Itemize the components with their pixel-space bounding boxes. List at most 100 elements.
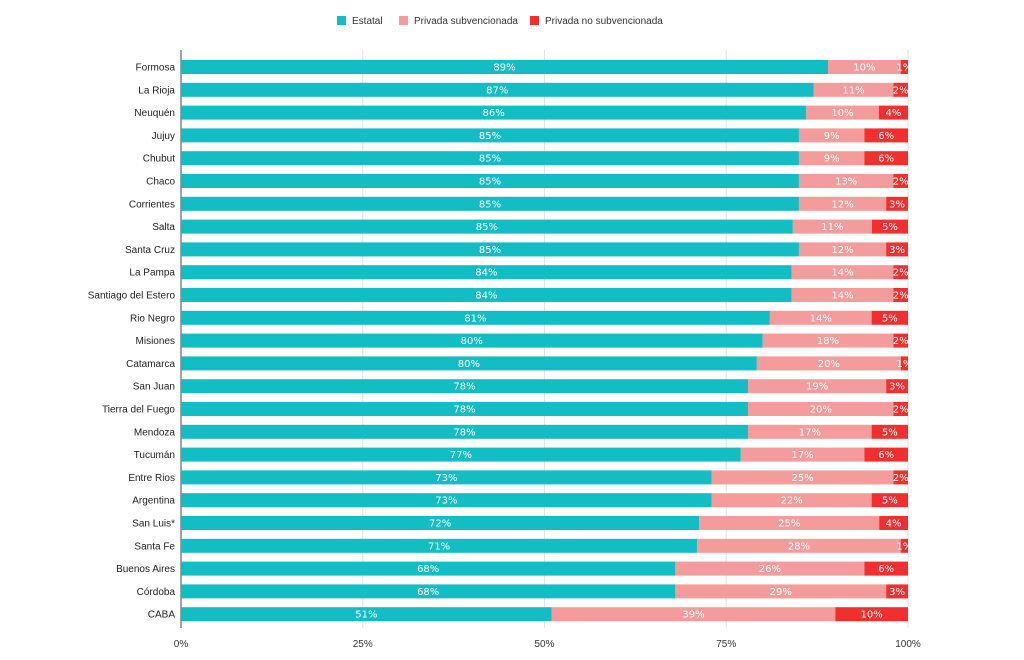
bar-11-0	[181, 310, 770, 325]
data-label-4-1: 9%	[824, 154, 840, 165]
x-tick-3: 75%	[716, 639, 736, 650]
category-label-10: Santiago del Estero	[88, 291, 176, 302]
data-label-13-1: 20%	[818, 359, 840, 370]
data-label-16-2: 5%	[882, 427, 898, 438]
legend: Estatal Privada subvencionada Privada no s…	[337, 16, 663, 27]
data-label-17-2: 6%	[878, 450, 894, 461]
data-label-0-1: 10%	[853, 63, 875, 74]
data-label-22-0: 68%	[417, 564, 439, 575]
bar-9-2	[893, 265, 908, 280]
category-label-4: Chubut	[143, 154, 175, 165]
bar-9-0	[181, 265, 792, 280]
data-label-20-1: 25%	[778, 519, 800, 530]
data-label-11-2: 5%	[882, 313, 898, 324]
bar-8-2	[886, 242, 908, 257]
data-label-2-2: 4%	[886, 108, 902, 119]
bar-4-2	[864, 151, 908, 166]
x-tick-2: 50%	[534, 639, 554, 650]
bar-19-1	[711, 493, 872, 508]
data-label-10-2: 2%	[893, 291, 909, 302]
bar-2-2	[878, 105, 908, 120]
data-label-22-1: 26%	[759, 564, 781, 575]
bar-9-1	[791, 265, 894, 280]
data-label-0-2: 1%	[896, 63, 912, 74]
data-label-14-2: 3%	[889, 382, 905, 393]
bar-6-1	[798, 196, 887, 211]
bar-7-2	[872, 219, 908, 234]
data-label-6-0: 85%	[479, 199, 501, 210]
category-label-17: Tucumán	[134, 450, 175, 461]
bar-16-0	[181, 424, 749, 439]
bar-8-1	[798, 242, 887, 257]
data-label-2-1: 10%	[831, 108, 853, 119]
bar-19-0	[181, 493, 712, 508]
data-label-4-0: 85%	[479, 154, 501, 165]
data-label-1-0: 87%	[486, 85, 508, 96]
data-label-15-2: 2%	[893, 405, 909, 416]
data-label-13-2: 1%	[896, 359, 912, 370]
bar-7-0	[181, 219, 793, 234]
bar-23-1	[675, 584, 887, 599]
x-tick-0: 0%	[174, 639, 189, 650]
data-label-7-1: 11%	[821, 222, 843, 233]
category-label-3: Jujuy	[152, 131, 175, 142]
data-label-23-2: 3%	[889, 587, 905, 598]
bar-6-0	[181, 196, 799, 211]
data-label-20-2: 4%	[886, 519, 902, 530]
data-label-16-1: 17%	[799, 427, 821, 438]
category-label-7: Salta	[152, 222, 175, 233]
data-label-11-0: 81%	[464, 313, 486, 324]
bar-2-1	[806, 105, 879, 120]
data-label-23-1: 29%	[770, 587, 792, 598]
category-label-0: Formosa	[136, 63, 176, 74]
data-label-24-2: 10%	[861, 610, 883, 621]
bar-8-0	[181, 242, 799, 257]
x-tick-4: 100%	[895, 639, 921, 650]
bar-11-1	[769, 310, 872, 325]
data-label-12-1: 18%	[817, 336, 839, 347]
data-label-14-1: 19%	[806, 382, 828, 393]
bar-24-0	[181, 607, 552, 622]
data-label-8-2: 3%	[889, 245, 905, 256]
data-label-6-2: 3%	[889, 199, 905, 210]
data-label-3-1: 9%	[824, 131, 840, 142]
bar-23-0	[181, 584, 676, 599]
bar-17-2	[864, 447, 908, 462]
bar-21-0	[181, 538, 698, 553]
bar-5-0	[181, 174, 799, 188]
data-label-7-0: 85%	[476, 222, 498, 233]
data-label-13-0: 80%	[458, 359, 480, 370]
data-label-21-2: 1%	[896, 541, 912, 552]
legend-swatch-2	[530, 16, 539, 25]
data-label-14-0: 78%	[453, 382, 475, 393]
bar-12-0	[181, 333, 763, 348]
category-labels: Formosa La Rioja Neuquén Jujuy Chubut Chaco Co…	[88, 63, 176, 621]
bar-18-1	[711, 470, 894, 485]
bar-20-2	[879, 516, 908, 530]
bar-22-2	[864, 561, 908, 576]
bar-10-0	[181, 288, 792, 302]
legend-swatch-0	[337, 16, 346, 25]
data-label-18-2: 2%	[893, 473, 909, 484]
data-label-3-0: 85%	[479, 131, 501, 142]
bar-4-1	[798, 151, 865, 166]
data-label-3-2: 6%	[878, 131, 894, 142]
legend-swatch-1	[399, 16, 408, 25]
bar-22-0	[181, 561, 676, 576]
bar-6-2	[886, 196, 908, 211]
bar-10-2	[893, 288, 908, 302]
legend-label-0: Estatal	[352, 16, 383, 27]
bar-1-2	[893, 82, 908, 97]
bar-13-2	[900, 356, 908, 371]
bar-3-2	[864, 128, 908, 143]
category-label-21: Santa Fe	[134, 541, 175, 552]
data-label-9-1: 14%	[831, 268, 853, 279]
data-label-20-0: 72%	[429, 519, 451, 530]
x-axis-ticks: 0% 25% 50% 75% 100%	[174, 639, 921, 650]
data-label-18-0: 73%	[435, 473, 457, 484]
data-label-8-0: 85%	[479, 245, 501, 256]
x-tick-1: 25%	[353, 639, 373, 650]
data-label-5-0: 85%	[479, 177, 501, 188]
category-label-9: La Pampa	[129, 268, 175, 279]
